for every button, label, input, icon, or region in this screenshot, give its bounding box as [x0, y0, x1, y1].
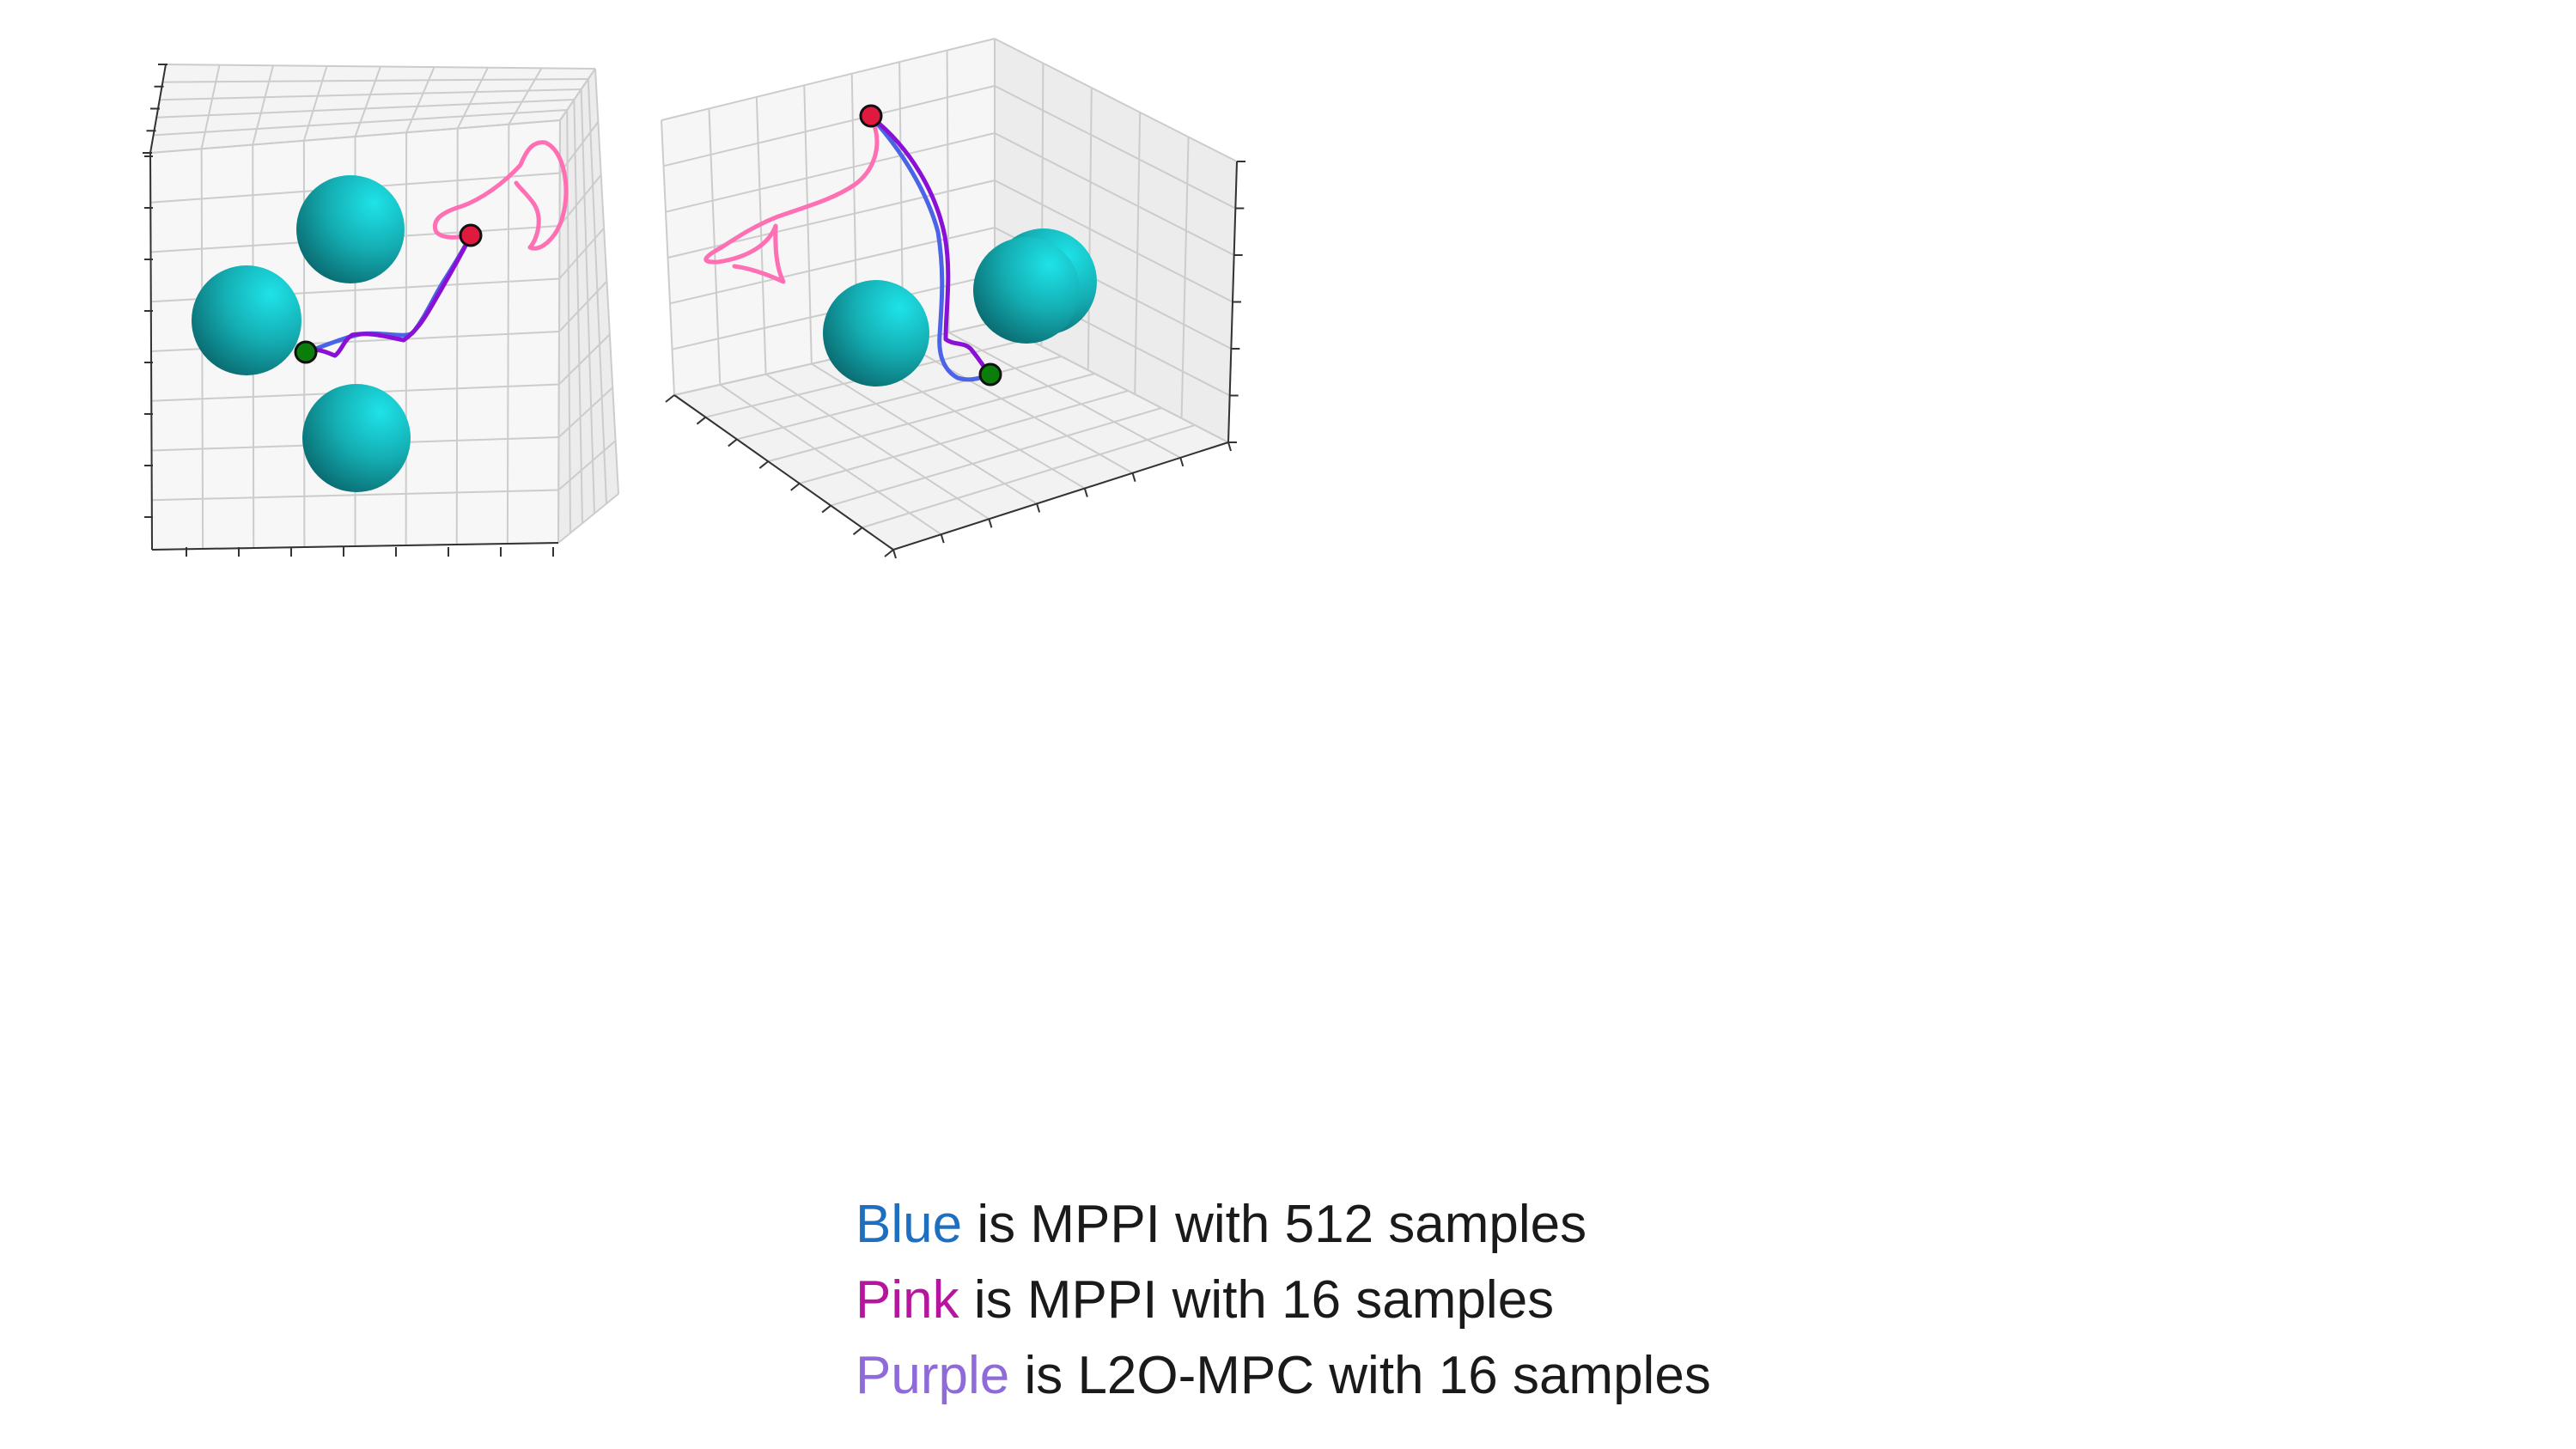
gridline — [405, 66, 435, 133]
gridline — [862, 424, 1196, 529]
gridline — [302, 65, 328, 142]
trajectory-blue — [868, 114, 992, 382]
gridline — [159, 88, 582, 101]
legend-item: Blue is MPPI with 512 samples — [856, 1194, 1586, 1255]
gridline — [557, 387, 613, 438]
gridline — [994, 132, 1235, 256]
tick — [821, 504, 831, 514]
tick — [1083, 488, 1088, 497]
legend-color-word: Pink — [856, 1270, 959, 1330]
obstacle-sphere — [973, 237, 1080, 344]
axis-line — [151, 542, 559, 551]
gridline — [559, 68, 596, 121]
goal-marker — [459, 223, 483, 247]
tick — [940, 533, 945, 544]
gridline — [811, 362, 1038, 505]
obstacle-sphere — [823, 280, 929, 387]
start-marker — [978, 362, 1002, 387]
gridline — [162, 78, 588, 83]
axis-line — [673, 394, 894, 551]
obstacle-sphere — [192, 265, 301, 375]
trajectory-pink — [703, 114, 880, 284]
gridline — [736, 356, 1062, 441]
trajectory-pink — [432, 140, 569, 251]
tick — [758, 460, 769, 469]
gridline — [994, 38, 1238, 162]
axis-line — [149, 152, 153, 551]
gridline — [153, 109, 568, 137]
gridline — [456, 67, 489, 129]
gridline — [994, 180, 1233, 303]
gridline — [994, 85, 1236, 210]
gridline — [663, 85, 996, 167]
gridline — [902, 342, 1134, 474]
tick — [1131, 472, 1136, 483]
axis-ticks — [143, 64, 559, 557]
trajectory-purple — [303, 234, 472, 358]
gridline — [165, 64, 596, 70]
gridline — [151, 489, 559, 502]
tick — [892, 549, 897, 559]
legend-item: Pink is MPPI with 16 samples — [856, 1269, 1554, 1330]
axis-line — [892, 441, 1229, 551]
legend-item: Purple is L2O-MPC with 16 samples — [856, 1345, 1711, 1406]
gridline — [948, 332, 1181, 459]
gridline — [557, 493, 619, 544]
gridline — [557, 440, 617, 491]
start-marker — [294, 340, 318, 364]
tick — [665, 394, 675, 403]
legend-color-word: Purple — [856, 1346, 1010, 1405]
gridline — [156, 99, 575, 119]
gridline — [558, 333, 611, 386]
plot-perspective-view — [661, 38, 1245, 559]
gridline — [661, 38, 996, 121]
tick — [852, 527, 863, 536]
gridline — [558, 121, 600, 174]
trajectory-purple — [868, 114, 992, 377]
gridline — [765, 373, 990, 521]
tick — [1227, 441, 1232, 452]
tick — [790, 483, 801, 491]
gridline — [719, 384, 942, 535]
axis-ticks — [665, 161, 1245, 559]
gridline — [149, 119, 561, 154]
legend-text: is MPPI with 16 samples — [959, 1270, 1555, 1330]
gridline — [558, 280, 608, 332]
gridline — [558, 227, 605, 280]
gridline — [665, 132, 996, 213]
tick — [728, 438, 738, 447]
gridline — [830, 407, 1162, 507]
gridline — [354, 66, 381, 137]
goal-marker — [859, 104, 883, 128]
legend-text: is MPPI with 512 samples — [962, 1195, 1587, 1254]
tick — [884, 549, 894, 557]
legend-text: is L2O-MPC with 16 samples — [1009, 1346, 1711, 1405]
tick — [1036, 503, 1041, 513]
obstacle-sphere — [302, 384, 411, 492]
gridline — [558, 174, 602, 227]
gridline — [508, 67, 543, 125]
obstacle-sphere — [296, 175, 405, 283]
gridline — [768, 373, 1095, 463]
legend-color-word: Blue — [856, 1195, 963, 1254]
tick — [988, 518, 993, 528]
plot-top-view — [143, 64, 619, 557]
tick — [696, 416, 707, 425]
gridline — [252, 65, 274, 145]
gridline — [799, 390, 1129, 484]
gridline — [200, 64, 221, 149]
tick — [1179, 457, 1184, 467]
